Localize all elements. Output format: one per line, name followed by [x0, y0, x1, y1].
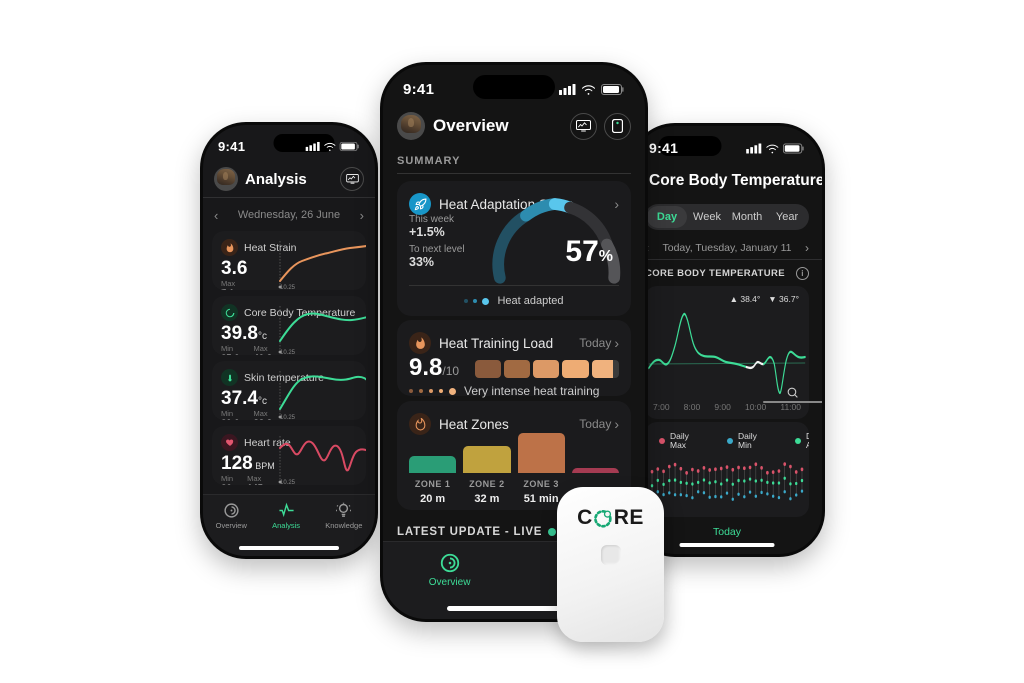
svg-text:10.25: 10.25 — [280, 480, 296, 485]
svg-text:10.25: 10.25 — [280, 415, 296, 420]
svg-text:10.25: 10.25 — [280, 285, 296, 290]
svg-text:10.25: 10.25 — [280, 350, 296, 355]
